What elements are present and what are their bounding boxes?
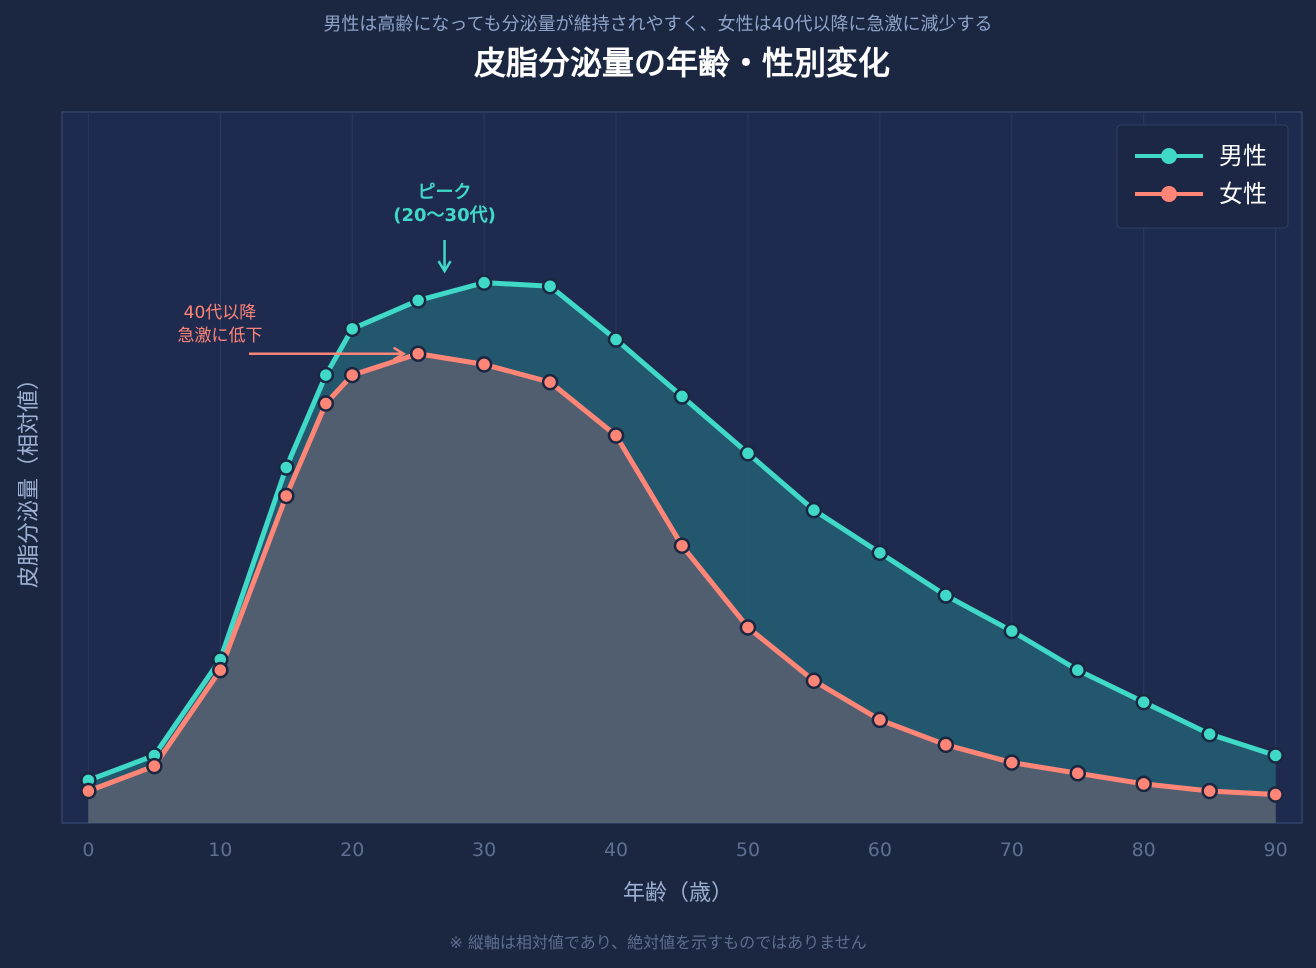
annotation-peak-line-0: ピーク	[418, 182, 472, 203]
point-series-0-x40	[607, 331, 625, 348]
point-series-0-x75	[1069, 661, 1086, 679]
point-series-0-x60	[871, 544, 889, 562]
point-series-0-x35	[541, 277, 559, 295]
x-tick-70: 70	[1000, 839, 1024, 861]
area-fill-series-1	[88, 353, 1276, 823]
point-series-0-x20	[343, 320, 361, 338]
point-series-1-x20	[343, 366, 361, 384]
point-series-0-x45	[673, 388, 691, 405]
series-lines	[85, 280, 1279, 798]
y-axis-label: 皮脂分泌量（相対値）	[17, 368, 42, 588]
data-points	[80, 274, 1284, 803]
point-series-0-x70	[1003, 622, 1021, 640]
legend-label-male: 男性	[1219, 142, 1267, 170]
x-tick-60: 60	[868, 839, 892, 861]
annotation-peak-arrowhead	[437, 260, 452, 274]
x-tick-10: 10	[208, 839, 232, 861]
annotation-peak-line-1: (20〜30代)	[393, 205, 496, 226]
point-series-1-x65	[937, 736, 955, 754]
annotation-decline-line-1: 急激に低下	[178, 326, 263, 346]
point-series-1-x35	[541, 373, 559, 391]
chart-title: 皮脂分泌量の年齢・性別変化	[474, 44, 890, 82]
point-series-1-x0	[80, 782, 97, 800]
point-series-1-x75	[1069, 764, 1086, 782]
point-series-0-x50	[739, 445, 757, 462]
x-tick-90: 90	[1264, 839, 1288, 861]
legend-label-female: 女性	[1219, 180, 1267, 208]
x-tick-labels: 0 10 20 30 40 50 60 70 80 90	[82, 839, 1287, 861]
point-series-0-x80	[1135, 693, 1152, 711]
annotation-decline-arrowhead	[392, 346, 407, 361]
point-series-1-x40	[607, 427, 625, 444]
point-series-1-x80	[1135, 775, 1152, 793]
point-series-1-x25	[409, 345, 427, 362]
legend-box	[1116, 124, 1289, 229]
point-series-1-x10	[212, 661, 229, 679]
legend-marker-female	[1161, 186, 1177, 202]
chart-subtitle: 男性は高齢になっても分泌量が維持されやすく、女性は40代以降に急激に減少する	[323, 14, 992, 35]
point-series-1-x90	[1267, 786, 1284, 803]
point-series-1-x55	[805, 672, 823, 690]
x-tick-40: 40	[604, 839, 628, 861]
point-series-0-x18	[317, 366, 335, 384]
legend: 男性 女性	[1116, 124, 1289, 229]
point-series-0-x65	[937, 587, 955, 604]
point-series-1-x18	[317, 395, 335, 412]
point-series-0-x15	[278, 459, 295, 476]
x-tick-30: 30	[472, 839, 496, 861]
x-axis-label: 年齢（歳）	[623, 881, 733, 906]
x-tick-80: 80	[1132, 839, 1156, 861]
point-series-1-x15	[278, 487, 295, 505]
point-series-0-x85	[1201, 725, 1218, 743]
footnote: ※ 縦軸は相対値であり、絶対値を示すものではありません	[449, 933, 866, 952]
legend-marker-male	[1161, 148, 1177, 164]
series-line-0	[85, 280, 1279, 783]
series-line-1	[85, 351, 1279, 798]
annotation-decline-line-0: 40代以降	[184, 303, 257, 323]
point-series-1-x45	[673, 537, 691, 554]
point-series-0-x30	[475, 274, 493, 291]
point-series-1-x30	[475, 356, 493, 373]
point-series-0-x25	[409, 292, 427, 309]
point-series-0-x90	[1267, 747, 1284, 764]
point-series-0-x55	[805, 501, 823, 519]
point-series-1-x5	[146, 757, 163, 775]
point-series-1-x85	[1201, 782, 1218, 800]
point-series-1-x50	[739, 619, 757, 636]
x-tick-20: 20	[340, 839, 364, 861]
x-tick-50: 50	[736, 839, 760, 861]
point-series-1-x70	[1003, 754, 1021, 771]
x-tick-0: 0	[82, 839, 94, 861]
point-series-1-x60	[871, 711, 889, 729]
